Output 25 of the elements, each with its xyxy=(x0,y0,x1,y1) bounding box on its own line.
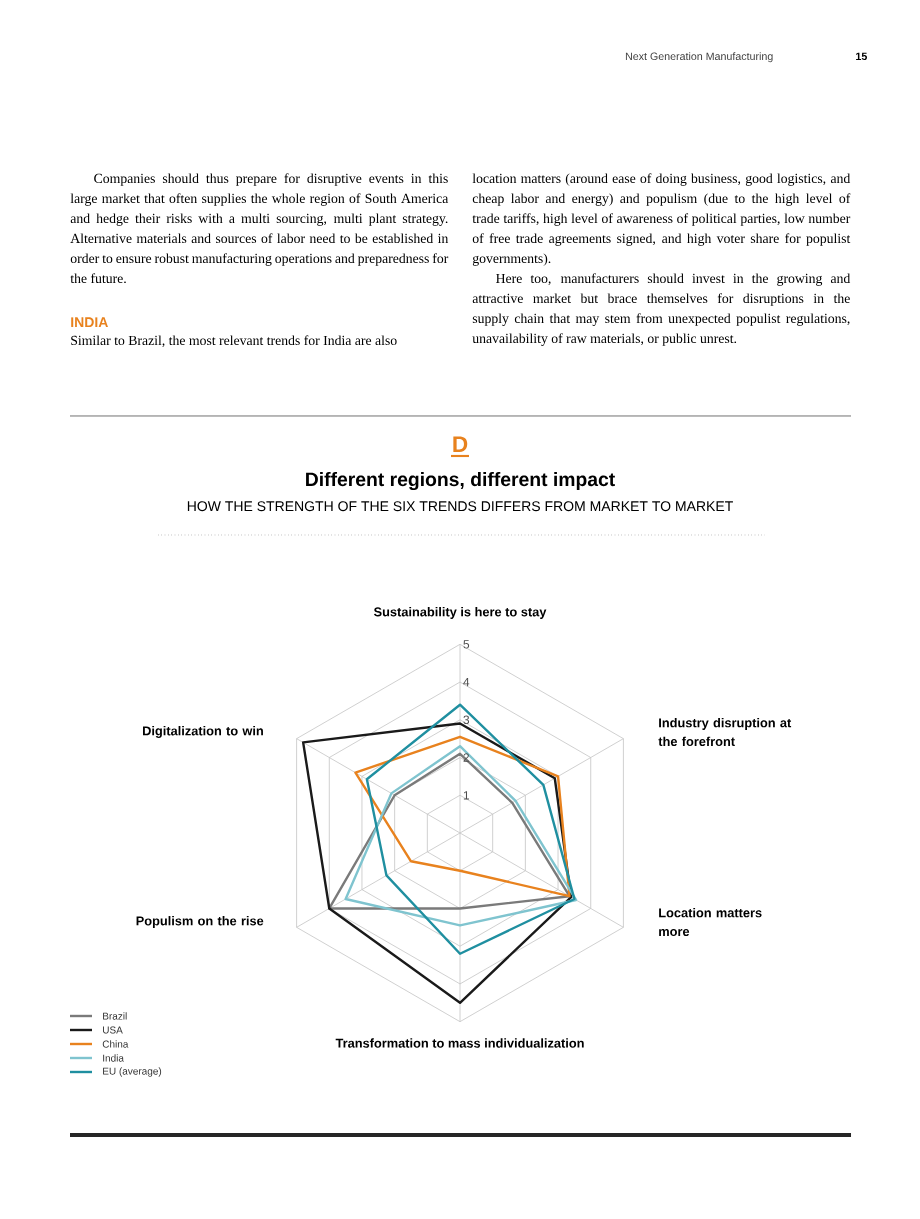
chart-subtitle: HOW THE STRENGTH OF THE SIX TRENDS DIFFERS FROM MARKET TO MARKET xyxy=(187,501,733,512)
y-tick-label: 5 xyxy=(463,640,470,649)
spoke-label: Location matters more xyxy=(659,907,762,937)
legend-label: USA xyxy=(103,1026,123,1034)
spoke-label: Sustainability is here to stay xyxy=(373,607,547,619)
spoke-label: Transformation to mass individualization xyxy=(335,1038,584,1048)
text: Similar to Brazil, the most relevant trends for India are also xyxy=(71,335,397,348)
legend-label: EU (average) xyxy=(103,1067,162,1077)
spoke-label: Industry disruption at the forefront xyxy=(658,717,792,747)
text: Next Generation Manufacturing xyxy=(625,52,773,63)
legend-label: Brazil xyxy=(103,1012,127,1020)
text: Companies should thus prepare for disruptive events in this large market that often supplies the whole region of South America and hedge their risks with a multi sourcing, multi plant strategy. Alternative materials and sources of labor need to be established in order to ensure robust manufacturing operations and preparedness for the future. xyxy=(70,173,449,284)
legend-label: India xyxy=(103,1054,124,1062)
y-tick-label: 1 xyxy=(463,791,470,800)
chart-title: Different regions, different impact xyxy=(306,471,615,491)
y-tick-label: 3 xyxy=(463,715,470,725)
spoke-label: Populism on the rise xyxy=(136,916,264,928)
text: location matters (around ease of doing business, good logistics, and cheap labor and energy) and populism (due to the high level of trade tariffs, high level of awareness of political parties, low number of free trade agreements signed, and high voter share for populist governments). xyxy=(472,173,851,266)
text: 15 xyxy=(856,52,867,61)
spoke-label: Digitalization to win xyxy=(143,726,263,738)
legend-label: China xyxy=(102,1040,129,1048)
text: INDIA xyxy=(71,317,108,327)
text: D xyxy=(453,436,468,452)
text: Here too, manufacturers should invest in the growing and attractive market but brace themselves for disruptions in the supply chain that may stem from unexpected populist regulations, unavailability of raw materials, or public unrest. xyxy=(472,273,851,346)
y-tick-label: 4 xyxy=(463,677,470,687)
